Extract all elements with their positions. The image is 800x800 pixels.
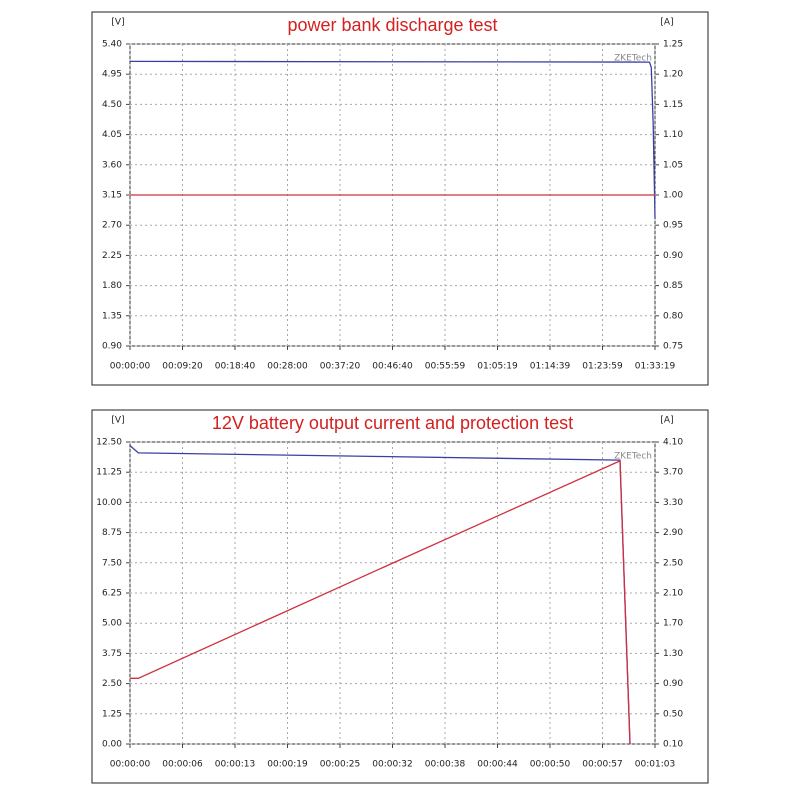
y-tick-label: 1.80: [102, 281, 122, 291]
x-tick-label: 00:28:00: [267, 362, 308, 372]
y2-axis-label: [A]: [660, 18, 673, 28]
y-tick-label: 10.00: [96, 498, 122, 508]
y-axis-label: [V]: [111, 416, 124, 426]
y-tick-label: 4.50: [102, 100, 122, 110]
y-tick-label: 4.05: [102, 130, 122, 140]
x-tick-label: 00:00:44: [477, 760, 518, 770]
x-tick-label: 01:23:59: [582, 362, 623, 372]
y-tick-label: 4.95: [102, 70, 122, 80]
y2-tick-label: 2.10: [663, 589, 683, 599]
x-tick-label: 01:05:19: [477, 362, 518, 372]
y2-tick-label: 0.90: [663, 251, 683, 261]
y2-tick-label: 0.75: [663, 342, 683, 352]
x-tick-label: 00:46:40: [372, 362, 413, 372]
y2-tick-label: 1.05: [663, 160, 683, 170]
x-tick-label: 01:33:19: [635, 362, 676, 372]
x-tick-label: 00:01:03: [635, 760, 675, 770]
y2-tick-label: 4.10: [663, 438, 683, 448]
y2-tick-label: 2.90: [663, 528, 683, 538]
y-tick-label: 0.00: [102, 740, 122, 750]
y2-tick-label: 0.80: [663, 311, 683, 321]
x-tick-label: 00:00:57: [582, 760, 622, 770]
watermark: ZKETech: [614, 452, 652, 462]
x-tick-label: 00:00:32: [372, 760, 412, 770]
y2-tick-label: 1.70: [663, 619, 683, 629]
y-tick-label: 7.50: [102, 558, 122, 568]
y-tick-label: 5.40: [102, 40, 122, 50]
x-tick-label: 00:00:00: [110, 362, 151, 372]
y2-tick-label: 0.95: [663, 221, 683, 231]
x-tick-label: 00:09:20: [162, 362, 203, 372]
watermark: ZKETech: [614, 54, 652, 64]
y-tick-label: 1.25: [102, 709, 122, 719]
y2-tick-label: 1.25: [663, 40, 683, 50]
x-tick-label: 00:00:25: [320, 760, 360, 770]
x-tick-label: 00:00:50: [530, 760, 571, 770]
x-tick-label: 00:18:40: [215, 362, 256, 372]
x-tick-label: 00:37:20: [320, 362, 361, 372]
y2-tick-label: 0.90: [663, 679, 683, 689]
y2-tick-label: 1.15: [663, 100, 683, 110]
y2-tick-label: 1.20: [663, 70, 683, 80]
data-line: [130, 459, 631, 745]
y-tick-label: 1.35: [102, 311, 122, 321]
x-tick-label: 00:00:06: [162, 760, 203, 770]
y2-tick-label: 1.30: [663, 649, 683, 659]
y-tick-label: 11.25: [96, 468, 122, 478]
x-tick-label: 00:00:13: [215, 760, 255, 770]
y2-tick-label: 3.70: [663, 468, 683, 478]
y-tick-label: 3.60: [102, 160, 122, 170]
y-tick-label: 8.75: [102, 528, 122, 538]
y2-tick-label: 2.50: [663, 558, 683, 568]
x-tick-label: 00:00:38: [425, 760, 466, 770]
y-tick-label: 12.50: [96, 438, 122, 448]
y-tick-label: 3.15: [102, 191, 122, 201]
x-tick-label: 01:14:39: [530, 362, 571, 372]
y-tick-label: 2.50: [102, 679, 122, 689]
y-tick-label: 3.75: [102, 649, 122, 659]
x-tick-label: 00:00:00: [110, 760, 151, 770]
y2-tick-label: 1.00: [663, 191, 683, 201]
y-axis-label: [V]: [111, 18, 124, 28]
y-tick-label: 6.25: [102, 589, 122, 599]
chart-title: 12V battery output current and protectio…: [212, 413, 573, 433]
x-tick-label: 00:00:19: [267, 760, 308, 770]
y2-tick-label: 1.10: [663, 130, 683, 140]
y2-axis-label: [A]: [660, 416, 673, 426]
y2-tick-label: 0.50: [663, 709, 683, 719]
y-tick-label: 5.00: [102, 619, 122, 629]
y-tick-label: 2.70: [102, 221, 122, 231]
y2-tick-label: 3.30: [663, 498, 683, 508]
y2-tick-label: 0.85: [663, 281, 683, 291]
data-line: [129, 60, 656, 219]
x-tick-label: 00:55:59: [425, 362, 466, 372]
y-tick-label: 2.25: [102, 251, 122, 261]
y-tick-label: 0.90: [102, 342, 122, 352]
chart-title: power bank discharge test: [287, 15, 497, 35]
y2-tick-label: 0.10: [663, 740, 683, 750]
